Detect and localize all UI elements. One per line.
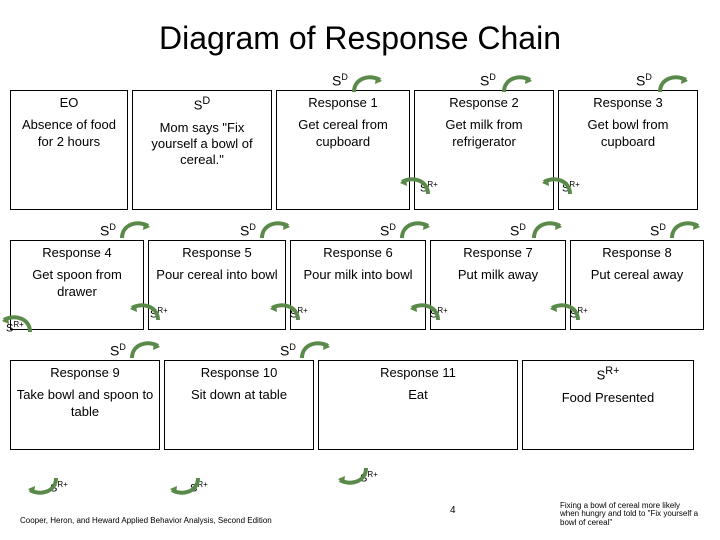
cell-header: Response 8	[575, 245, 699, 261]
cell-header: Response 2	[419, 95, 549, 111]
row-3: Response 9 Take bowl and spoon to table …	[10, 360, 710, 450]
page-number: 4	[450, 505, 456, 516]
curve-arrow-icon	[500, 72, 534, 96]
cell-body: Eat	[323, 387, 513, 403]
cell-sd: SD Mom says "Fix yourself a bowl of cere…	[132, 90, 272, 210]
diagram-title: Diagram of Response Chain	[0, 0, 720, 57]
cell-body: Food Presented	[527, 390, 689, 406]
curve-arrow-icon	[118, 218, 152, 242]
sd-label: SD	[510, 222, 526, 239]
curve-arrow-icon	[656, 72, 690, 96]
cell-eo: EO Absence of food for 2 hours	[10, 90, 128, 210]
sd-label: SD	[650, 222, 666, 239]
curve-arrow-icon	[128, 338, 162, 362]
cell-body: Sit down at table	[169, 387, 309, 403]
curve-arrow-icon	[336, 464, 370, 488]
cell-body: Get milk from refrigerator	[419, 117, 549, 150]
sd-label: SD	[240, 222, 256, 239]
sd-label: SD	[380, 222, 396, 239]
curve-arrow-icon	[540, 174, 574, 198]
cell-body: Put milk away	[435, 267, 561, 283]
curve-arrow-icon	[398, 174, 432, 198]
cell-header: Response 3	[563, 95, 693, 111]
credits: Cooper, Heron, and Heward Applied Behavi…	[20, 517, 272, 526]
sd-label: SD	[280, 342, 296, 359]
curve-arrow-icon	[298, 338, 332, 362]
cell-header: Response 4	[15, 245, 139, 261]
cell-response-11: Response 11 Eat	[318, 360, 518, 450]
cell-body: Put cereal away	[575, 267, 699, 283]
cell-header: Response 6	[295, 245, 421, 261]
cell-response-6: Response 6 Pour milk into bowl	[290, 240, 426, 330]
cell-body: Mom says "Fix yourself a bowl of cereal.…	[137, 120, 267, 169]
curve-arrow-icon	[26, 474, 60, 498]
cell-body: Take bowl and spoon to table	[15, 387, 155, 420]
cell-response-9: Response 9 Take bowl and spoon to table	[10, 360, 160, 450]
cell-body: Absence of food for 2 hours	[15, 117, 123, 150]
cell-response-7: Response 7 Put milk away	[430, 240, 566, 330]
curve-arrow-icon	[168, 474, 202, 498]
curve-arrow-icon	[0, 312, 34, 336]
curve-arrow-icon	[408, 300, 442, 324]
cell-header: Response 10	[169, 365, 309, 381]
cell-response-10: Response 10 Sit down at table	[164, 360, 314, 450]
curve-arrow-icon	[548, 300, 582, 324]
cell-header: Response 7	[435, 245, 561, 261]
cell-body: Pour cereal into bowl	[153, 267, 281, 283]
curve-arrow-icon	[268, 300, 302, 324]
sd-label: SD	[636, 72, 652, 89]
cell-header: Response 11	[323, 365, 513, 381]
cell-body: Get cereal from cupboard	[281, 117, 405, 150]
cell-header: Response 5	[153, 245, 281, 261]
sd-label: SD	[100, 222, 116, 239]
cell-header: SD	[137, 95, 267, 114]
sd-label: SD	[110, 342, 126, 359]
cell-response-8: Response 8 Put cereal away	[570, 240, 704, 330]
cell-header: Response 1	[281, 95, 405, 111]
cell-response-5: Response 5 Pour cereal into bowl	[148, 240, 286, 330]
curve-arrow-icon	[128, 300, 162, 324]
row-1: EO Absence of food for 2 hours SD Mom sa…	[10, 90, 710, 210]
sd-label: SD	[480, 72, 496, 89]
cell-body: Get spoon from drawer	[15, 267, 139, 300]
curve-arrow-icon	[350, 72, 384, 96]
cell-header: EO	[15, 95, 123, 111]
diagram-grid: EO Absence of food for 2 hours SD Mom sa…	[10, 90, 710, 456]
cell-body: Pour milk into bowl	[295, 267, 421, 283]
footnote: Fixing a bowl of cereal more likely when…	[560, 502, 700, 528]
curve-arrow-icon	[398, 218, 432, 242]
sd-label: SD	[332, 72, 348, 89]
cell-response-1: Response 1 Get cereal from cupboard	[276, 90, 410, 210]
cell-header: Response 9	[15, 365, 155, 381]
cell-body: Get bowl from cupboard	[563, 117, 693, 150]
cell-header: SR+	[527, 365, 689, 384]
curve-arrow-icon	[258, 218, 292, 242]
curve-arrow-icon	[668, 218, 702, 242]
row-2: Response 4 Get spoon from drawer Respons…	[10, 240, 710, 330]
cell-sr-final: SR+ Food Presented	[522, 360, 694, 450]
curve-arrow-icon	[530, 218, 564, 242]
